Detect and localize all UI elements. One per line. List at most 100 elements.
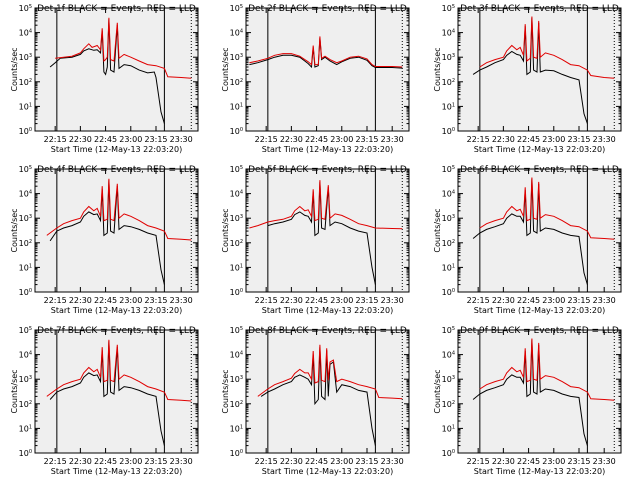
y-tick-label: 102: [442, 78, 455, 87]
y-tick-label: 103: [19, 53, 32, 62]
panel-title: Det 6f BLACK = Events, RED = LLD: [460, 165, 619, 175]
series-lld: [479, 16, 615, 79]
x-tick-label: 23:30: [170, 457, 193, 466]
series-events: [472, 178, 588, 285]
plot-area: [458, 330, 621, 453]
x-tick-label: 22:30: [492, 457, 515, 466]
x-tick-label: 22:45: [517, 457, 540, 466]
x-tick-label: 23:00: [330, 296, 353, 305]
y-axis-label: Counts/sec: [221, 208, 230, 252]
x-tick-label: 22:45: [94, 457, 117, 466]
y-tick-label: 103: [19, 214, 32, 223]
x-tick-label: 23:00: [542, 457, 565, 466]
y-tick-label: 104: [19, 190, 32, 199]
y-tick-label: 103: [230, 375, 243, 384]
x-tick-label: 22:15: [255, 457, 278, 466]
panel-title: Det 8f BLACK = Events, RED = LLD: [248, 326, 407, 336]
x-tick-label: 23:00: [119, 457, 142, 466]
x-tick-label: 23:00: [330, 457, 353, 466]
x-axis-label: Start Time (12-May-13 22:03:20): [474, 467, 605, 476]
x-tick-label: 22:30: [492, 296, 515, 305]
x-tick-label: 23:00: [542, 296, 565, 305]
y-tick-label: 102: [19, 400, 32, 409]
x-tick-label: 22:30: [69, 296, 92, 305]
x-tick-label: 22:30: [492, 135, 515, 144]
x-tick-label: 23:15: [355, 296, 378, 305]
x-tick-label: 23:15: [355, 457, 378, 466]
x-axis-label: Start Time (12-May-13 22:03:20): [474, 306, 605, 315]
series-lld: [479, 338, 615, 401]
y-tick-label: 101: [442, 424, 455, 433]
panel-title: Det 3f BLACK = Events, RED = LLD: [460, 4, 619, 14]
y-tick-label: 105: [442, 165, 455, 174]
x-tick-label: 23:15: [567, 135, 590, 144]
x-tick-label: 23:15: [144, 296, 167, 305]
y-tick-label: 100: [442, 449, 455, 458]
y-tick-label: 102: [230, 239, 243, 248]
x-tick-label: 23:15: [144, 135, 167, 144]
x-tick-label: 23:30: [381, 135, 404, 144]
x-tick-label: 22:45: [305, 296, 328, 305]
x-axis-label: Start Time (12-May-13 22:03:20): [51, 145, 182, 154]
x-tick-label: 22:30: [280, 296, 303, 305]
series-events: [49, 341, 165, 446]
series-lld: [46, 178, 192, 241]
y-tick-label: 104: [442, 29, 455, 38]
y-axis-label: Counts/sec: [10, 208, 19, 252]
panel-title: Det 1f BLACK = Events, RED = LLD: [37, 4, 196, 14]
y-tick-label: 100: [230, 127, 243, 136]
x-tick-label: 22:30: [280, 457, 303, 466]
x-tick-label: 23:15: [567, 457, 590, 466]
x-tick-label: 23:00: [330, 135, 353, 144]
plot-frame: [245, 7, 410, 132]
plot-frame: [245, 329, 410, 454]
x-tick-label: 22:15: [255, 296, 278, 305]
y-tick-label: 101: [19, 424, 32, 433]
x-tick-label: 22:15: [44, 135, 67, 144]
y-tick-label: 103: [230, 214, 243, 223]
plot-area: [246, 330, 409, 453]
y-tick-label: 104: [19, 29, 32, 38]
y-tick-label: 100: [19, 288, 32, 297]
y-tick-label: 102: [442, 400, 455, 409]
y-tick-label: 101: [19, 263, 32, 272]
x-tick-label: 23:30: [593, 457, 616, 466]
series-group: [472, 177, 615, 285]
x-tick-label: 23:00: [119, 296, 142, 305]
y-axis-label: Counts/sec: [221, 47, 230, 91]
x-tick-label: 22:45: [94, 296, 117, 305]
y-tick-label: 102: [230, 400, 243, 409]
y-tick-label: 105: [19, 4, 32, 13]
x-tick-label: 22:15: [44, 296, 67, 305]
panel-title: Det 2f BLACK = Events, RED = LLD: [248, 4, 407, 14]
y-tick-label: 101: [442, 102, 455, 111]
series-group: [257, 344, 403, 446]
series-lld: [479, 177, 615, 240]
y-tick-label: 103: [230, 53, 243, 62]
plot-frame: [245, 168, 410, 293]
y-tick-label: 100: [230, 288, 243, 297]
series-group: [46, 178, 192, 285]
series-lld: [46, 339, 192, 402]
panel-title: Det 4f BLACK = Events, RED = LLD: [37, 165, 196, 175]
x-tick-label: 23:00: [542, 135, 565, 144]
x-tick-label: 22:45: [517, 296, 540, 305]
y-tick-label: 100: [442, 127, 455, 136]
y-tick-label: 103: [442, 214, 455, 223]
y-tick-label: 102: [19, 239, 32, 248]
y-tick-label: 104: [442, 351, 455, 360]
y-axis-label: Counts/sec: [433, 208, 442, 252]
x-tick-label: 22:45: [517, 135, 540, 144]
series-group: [46, 339, 192, 446]
y-tick-label: 105: [442, 326, 455, 335]
x-tick-label: 22:30: [69, 135, 92, 144]
plot-frame: [34, 168, 199, 293]
x-tick-label: 23:30: [593, 296, 616, 305]
plot-area: [458, 169, 621, 292]
